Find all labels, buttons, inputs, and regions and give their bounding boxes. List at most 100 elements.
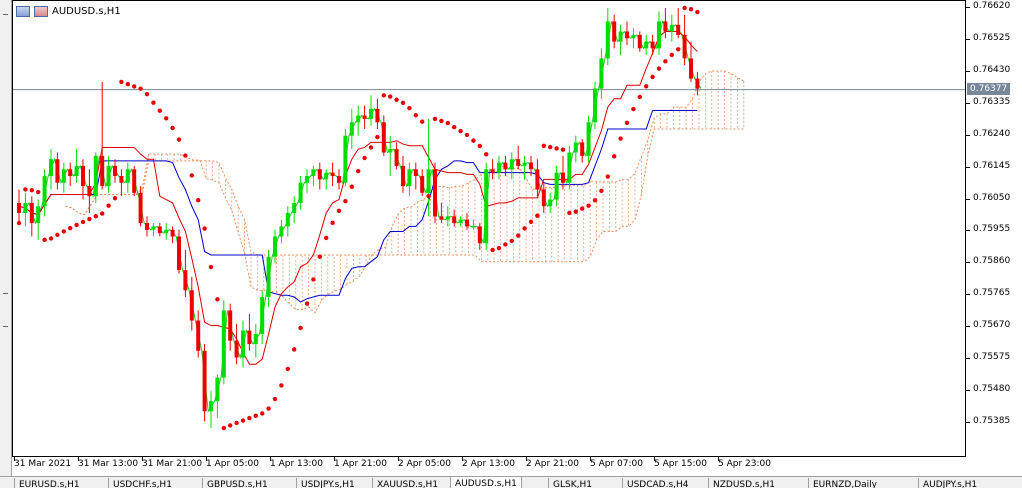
candle-body [682, 34, 687, 59]
tab-glsk-h1[interactable]: GLSK,H1 [548, 478, 596, 488]
price-label: 0.75670 [973, 320, 1011, 331]
candle-body [317, 169, 322, 180]
parabolic-sar-dot [509, 238, 514, 244]
candlestick-chart[interactable] [13, 1, 965, 456]
candle-body [253, 333, 258, 345]
parabolic-sar-dot [368, 145, 374, 150]
parabolic-sar-dot [330, 220, 335, 226]
gutter-tick [3, 293, 8, 294]
parabolic-sar-dot [68, 225, 73, 231]
candle-body [490, 169, 495, 173]
candle-body [196, 320, 201, 351]
candle-body [164, 229, 169, 234]
parabolic-sar-dot [189, 173, 194, 178]
parabolic-sar-dot [317, 254, 322, 259]
parabolic-sar-dot [605, 174, 610, 179]
parabolic-sar-dot [16, 220, 22, 226]
candle-body [529, 162, 533, 170]
time-label: 5 Apr 15:00 [654, 459, 707, 469]
tab-gbpusd-s-h1[interactable]: GBPUSD.s,H1 [202, 478, 272, 488]
tab-usdjpy-s-h1[interactable]: USDJPY.s,H1 [296, 478, 359, 488]
parabolic-sar-dot [215, 297, 220, 302]
parabolic-sar-dot [221, 425, 226, 431]
parabolic-sar-dot [48, 236, 54, 241]
tab-audjpy-s-h1[interactable]: AUDJPY.s,H1 [918, 478, 981, 488]
candle-body [695, 78, 700, 89]
candle-body [381, 122, 386, 153]
price-tick [966, 358, 970, 360]
left-gutter [0, 0, 12, 476]
tab-usdcad-s-h4[interactable]: USDCAD.s,H4 [622, 478, 693, 488]
candle-body [215, 377, 220, 402]
candle-body [535, 169, 540, 190]
candle-body [55, 159, 60, 183]
time-axis[interactable]: 31 Mar 2021 31 Mar 13:00 31 Mar 21:00 1 Apr… [12, 457, 966, 475]
candle-body [439, 216, 444, 220]
candle-body [273, 236, 277, 257]
candle-body [605, 21, 610, 59]
chart-title-bar: AUDUSD.s,H1 [16, 4, 121, 18]
parabolic-sar-dot [420, 119, 425, 124]
price-label: 0.75575 [973, 352, 1011, 363]
parabolic-sar-dot [279, 383, 284, 388]
price-axis[interactable]: 0.76620 0.76525 0.76430 0.76335 0.76240 0.761… [966, 0, 1022, 457]
parabolic-sar-dot [624, 120, 630, 126]
candle-body [221, 310, 226, 378]
tab-xauusd-s-h1[interactable]: XAUUSD.s,H1 [372, 478, 442, 488]
candle-body [599, 58, 604, 89]
candle-body [465, 219, 469, 227]
gutter-tick [3, 326, 8, 327]
candle-body [631, 34, 636, 39]
parabolic-sar-dot [496, 245, 502, 251]
price-label: 0.75765 [973, 288, 1011, 299]
chart-area[interactable] [12, 0, 966, 457]
parabolic-sar-dot [407, 106, 412, 111]
candle-body [420, 176, 425, 193]
price-tick [966, 166, 970, 168]
candle-body [362, 115, 367, 119]
tab-usdchf-s-h1[interactable]: USDCHF.s,H1 [108, 478, 176, 488]
candle-body [29, 202, 34, 224]
parabolic-sar-dot [272, 396, 278, 402]
candle-body [138, 192, 143, 224]
parabolic-sar-dot [196, 198, 201, 203]
candle-body [247, 330, 252, 345]
candle-body [49, 159, 53, 177]
parabolic-sar-dot [260, 411, 265, 416]
price-label: 0.76145 [973, 160, 1011, 171]
parabolic-sar-dot [388, 94, 393, 99]
candle-body [260, 296, 265, 334]
tab-eurnzd-daily[interactable]: EURNZD,Daily [808, 478, 881, 488]
candle-body [561, 172, 565, 183]
candle-body [113, 165, 117, 177]
parabolic-sar-dot [464, 132, 470, 138]
parabolic-sar-dot [324, 235, 329, 241]
parabolic-sar-dot [375, 134, 380, 140]
parabolic-sar-dot [394, 97, 399, 102]
parabolic-sar-dot [61, 229, 66, 234]
candle-body [650, 41, 655, 49]
parabolic-sar-dot [125, 82, 130, 87]
candle-body [477, 226, 482, 244]
price-tick [966, 230, 970, 232]
candle-body [23, 202, 28, 213]
candle-body [241, 330, 245, 358]
candle-body [625, 31, 629, 39]
tab-audusd-s-h1[interactable]: AUDUSD.s,H1 [450, 477, 522, 488]
candle-body [324, 172, 329, 180]
candle-body [74, 165, 79, 177]
time-label: 1 Apr 21:00 [334, 459, 387, 469]
parabolic-sar-dot [484, 152, 489, 157]
tab-eurusd-s-h1[interactable]: EURUSD.s,H1 [14, 478, 84, 488]
parabolic-sar-dot [298, 325, 303, 331]
parabolic-sar-dot [151, 100, 156, 105]
candle-body [612, 21, 617, 42]
tab-nzdusd-s-h1[interactable]: NZDUSD.s,H1 [708, 478, 779, 488]
parabolic-sar-dot [432, 116, 438, 122]
time-tick [526, 457, 527, 461]
parabolic-sar-dot [349, 184, 354, 189]
parabolic-sar-dot [144, 91, 150, 97]
senkou-span-b [65, 128, 744, 263]
parabolic-sar-dot [669, 52, 674, 58]
candle-body [106, 165, 111, 187]
